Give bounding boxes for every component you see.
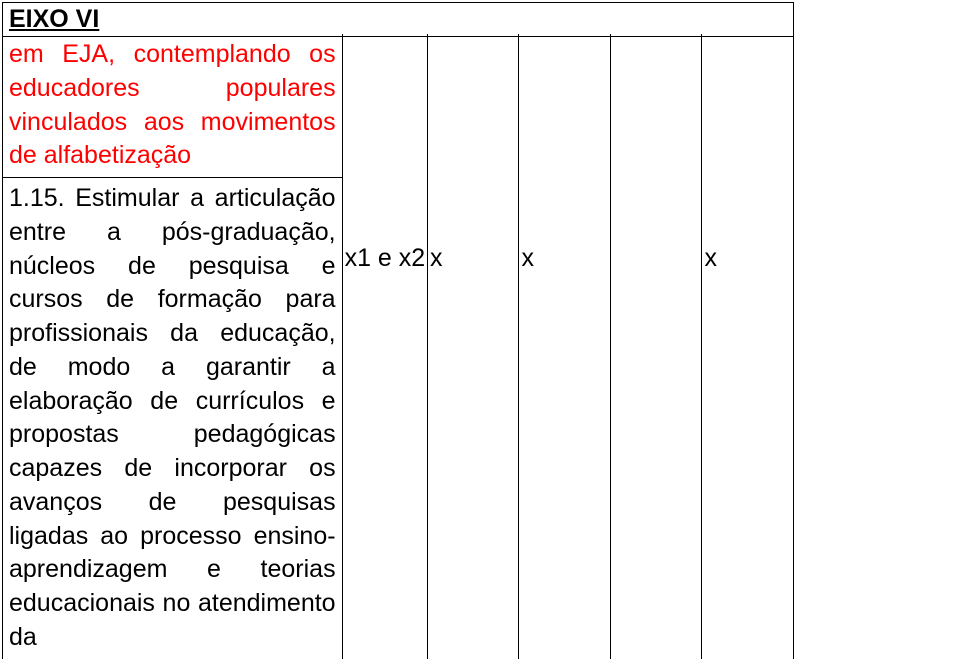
x-value: x: [519, 34, 610, 273]
paragraph-black: 1.15. Estimular a articulação entre a pó…: [3, 178, 342, 659]
col-cell: [610, 34, 702, 659]
col-cell: x: [519, 34, 611, 659]
x-value: x: [702, 34, 793, 273]
content-table: em EJA, contemplando os educadores popul…: [2, 34, 794, 659]
col-cell: x1 e x2: [342, 34, 427, 659]
text-cell: em EJA, contemplando os educadores popul…: [3, 34, 343, 659]
col-cell: x: [702, 34, 794, 659]
col-cell: x: [427, 34, 519, 659]
eixo-header-box: EIXO VI: [2, 2, 794, 37]
x-value: x1 e x2: [343, 34, 427, 273]
x-value: x: [428, 34, 519, 273]
x-value: [611, 34, 702, 244]
table-row: em EJA, contemplando os educadores popul…: [3, 34, 794, 659]
eixo-title: EIXO VI: [9, 5, 99, 33]
paragraph-red: em EJA, contemplando os educadores popul…: [3, 34, 342, 177]
